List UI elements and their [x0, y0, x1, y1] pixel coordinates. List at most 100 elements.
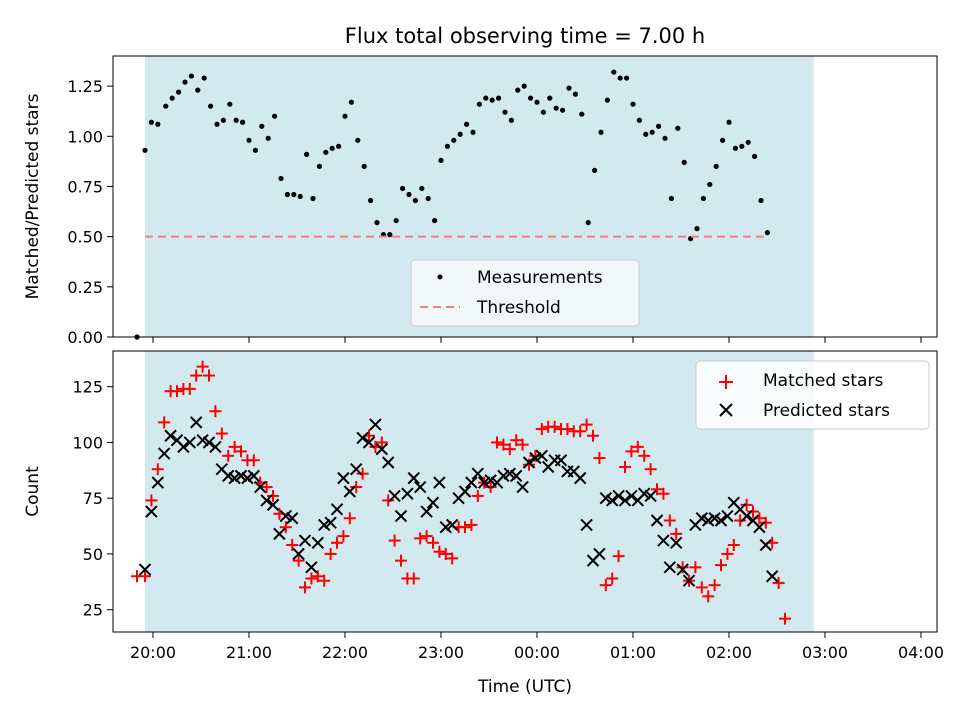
measurement-point: [483, 95, 489, 101]
matched-star-point: [433, 545, 446, 558]
measurement-point: [336, 143, 342, 149]
measurement-point: [604, 97, 611, 103]
measurement-point: [412, 197, 418, 204]
matched-star-point: [779, 612, 791, 625]
measurement-point: [656, 123, 662, 129]
predicted-star-point: [612, 489, 625, 503]
bottom-axes-frame: [112, 350, 938, 633]
measurement-point: [739, 143, 745, 149]
matched-star-point: [228, 440, 241, 453]
measurement-point: [406, 191, 412, 198]
matched-star-point: [497, 438, 510, 451]
matched-star-point: [311, 570, 324, 583]
matched-star-point: [151, 463, 164, 476]
measurement-point: [521, 83, 527, 89]
matched-star-point: [350, 481, 363, 494]
matched-star-point: [183, 382, 196, 395]
measurement-point: [432, 217, 438, 224]
predicted-star-point: [458, 485, 472, 498]
matched-star-point: [260, 481, 273, 494]
measurement-point: [291, 191, 297, 198]
measurement-point: [502, 109, 508, 115]
x-tick-label: 04:00: [898, 643, 944, 662]
predicted-legend-label: Predicted stars: [763, 401, 890, 421]
predicted-star-point: [388, 489, 401, 503]
predicted-star-point: [516, 480, 529, 494]
predicted-star-point: [330, 503, 344, 516]
matched-star-point: [644, 463, 657, 476]
predicted-star-point: [209, 440, 222, 454]
measurements-legend-marker: [437, 274, 443, 280]
top-y-axis-label: Matched/Predicted stars: [23, 93, 43, 299]
matched-star-point: [267, 489, 279, 502]
matched-star-point: [407, 572, 420, 585]
matched-star-point: [286, 539, 299, 552]
matched-star-point: [420, 530, 433, 543]
predicted-star-point: [721, 509, 734, 523]
measurement-point: [220, 117, 226, 123]
measurement-point: [374, 219, 380, 226]
matched-star-point: [689, 561, 702, 574]
top-axes-frame: [112, 55, 938, 338]
matched-star-point: [503, 443, 516, 456]
measurement-point: [329, 145, 335, 151]
predicted-star-point: [593, 547, 606, 561]
matched-star-point: [657, 487, 670, 500]
matched-star-point: [292, 554, 305, 567]
predicted-star-point: [247, 469, 261, 483]
measurement-point: [272, 113, 278, 119]
predicted-star-point: [650, 514, 664, 527]
bottom-y-tick-label: 75: [83, 489, 103, 508]
matched-star-point: [548, 420, 561, 433]
matched-star-point: [427, 536, 439, 549]
top-panel: 0.00 0.25 0.50 0.75 1.00 1.25 Matched/Predict…: [23, 55, 938, 347]
matched-star-point: [222, 449, 235, 462]
predicted-star-point: [644, 489, 657, 503]
matched-star-point: [324, 547, 337, 560]
measurement-point: [240, 119, 246, 125]
measurement-point: [707, 181, 713, 188]
predicted-star-point: [375, 442, 389, 456]
matched-star-point: [772, 576, 785, 589]
measurement-point: [387, 232, 393, 238]
matched-star-point: [721, 547, 734, 560]
measurement-point: [630, 101, 636, 107]
predicted-star-point: [138, 563, 152, 576]
matched-star-point: [516, 438, 529, 451]
matched-star-point: [740, 498, 753, 511]
measurement-point: [694, 226, 700, 232]
bottom-y-axis-label: Count: [23, 466, 43, 517]
predicted-star-point: [618, 494, 632, 507]
predicted-star-point: [164, 429, 177, 442]
predicted-star-point: [605, 494, 619, 507]
predicted-star-point: [669, 536, 683, 550]
measurement-point: [528, 95, 534, 101]
matched-star-point: [510, 434, 523, 447]
matched-star-point: [395, 554, 407, 567]
x-tick-label: 22:00: [322, 643, 368, 662]
bottom-legend-box: [695, 360, 930, 430]
measurement-point: [515, 87, 521, 93]
x-axis-label: Time (UTC): [477, 677, 572, 697]
measurement-point: [201, 75, 207, 81]
measurement-point: [649, 129, 655, 135]
matched-star-point: [715, 559, 727, 572]
predicted-star-point: [305, 561, 318, 574]
predicted-star-point: [554, 454, 568, 467]
measurement-point: [540, 109, 547, 115]
measurement-point: [496, 95, 502, 101]
predicted-star-point: [356, 431, 369, 445]
measurement-point: [624, 75, 630, 81]
top-y-tick-label: 0.75: [67, 177, 103, 196]
matched-star-point: [676, 561, 689, 574]
matched-star-point: [343, 512, 356, 525]
predicted-legend-marker: [719, 403, 733, 417]
predicted-star-point: [202, 436, 216, 449]
matched-star-point: [439, 547, 452, 560]
matched-star-point: [215, 427, 228, 440]
measurement-point: [297, 193, 303, 200]
matched-star-point: [625, 445, 638, 458]
matched-star-point: [651, 483, 663, 496]
measurement-point: [572, 91, 579, 97]
matched-star-point: [465, 518, 478, 531]
